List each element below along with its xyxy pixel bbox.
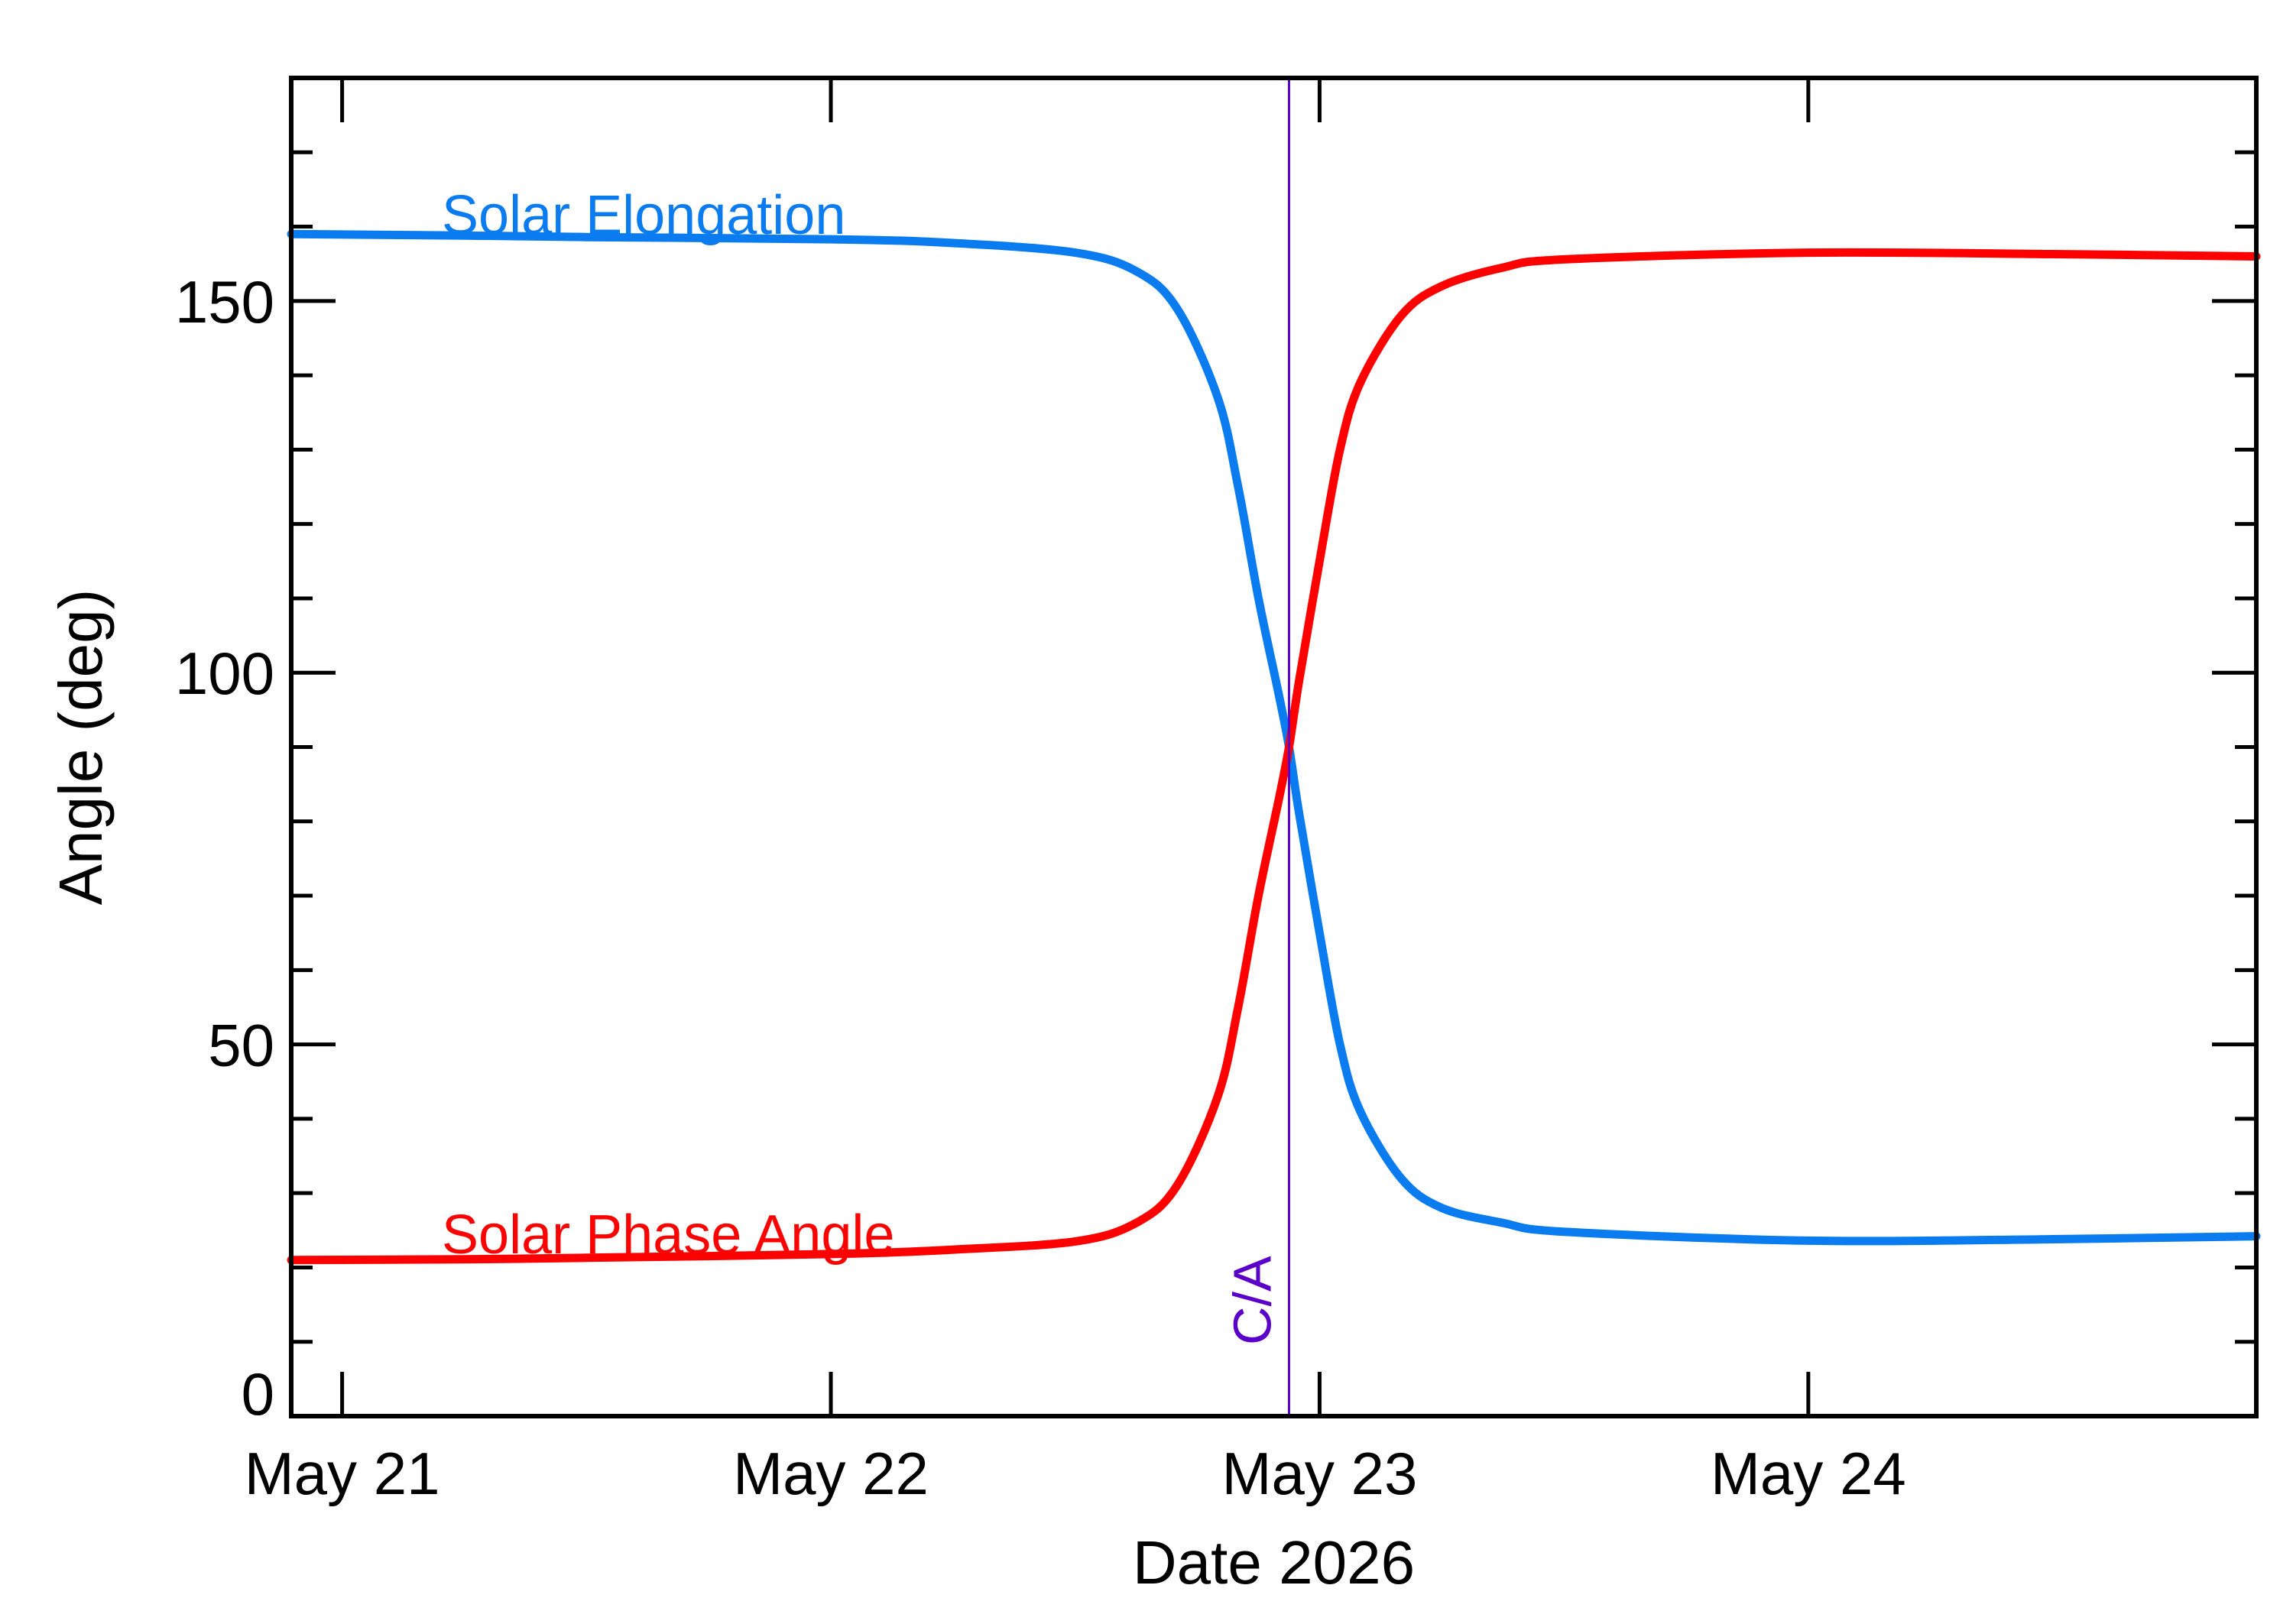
series-label-solar-elongation: Solar Elongation xyxy=(442,185,845,246)
y-tick-label: 50 xyxy=(208,1012,274,1079)
series-line-solar-elongation xyxy=(287,229,2261,1246)
series-label-solar-phase-angle: Solar Phase Angle xyxy=(442,1204,894,1266)
y-tick-label: 0 xyxy=(242,1360,274,1428)
closest-approach-label: C/A xyxy=(1222,1256,1282,1345)
x-axis-title: Date 2026 xyxy=(1133,1528,1415,1596)
x-tick-label: May 23 xyxy=(1222,1440,1418,1507)
x-tick-label: May 21 xyxy=(245,1440,440,1507)
axis-ticks: May 21 May 22 May 23 May 24 0 50 100 150 xyxy=(175,78,2256,1507)
y-tick-label: 100 xyxy=(175,640,274,707)
series-line-solar-phase-angle xyxy=(287,248,2261,1265)
y-tick-label: 150 xyxy=(175,268,274,335)
x-tick-label: May 22 xyxy=(733,1440,929,1507)
plot-frame xyxy=(289,76,2259,1418)
y-axis-title: Angle (deg) xyxy=(47,589,115,906)
x-tick-label: May 24 xyxy=(1711,1440,1906,1507)
series-lines xyxy=(287,229,2261,1265)
